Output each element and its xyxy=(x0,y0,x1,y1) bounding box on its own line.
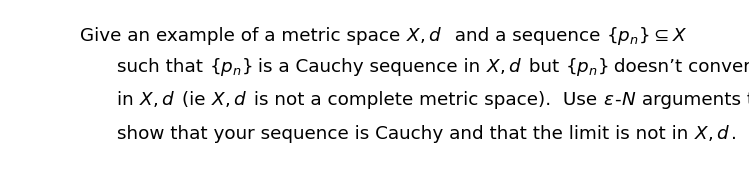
Text: doesn’t converge: doesn’t converge xyxy=(608,58,749,76)
Text: and a sequence: and a sequence xyxy=(443,27,606,45)
Text: is not a complete metric space).  Use: is not a complete metric space). Use xyxy=(248,91,603,109)
Text: arguments to: arguments to xyxy=(636,91,749,109)
Text: $\{p_n\} \subseteq X$: $\{p_n\} \subseteq X$ xyxy=(606,25,688,47)
Text: show that your sequence is Cauchy and that the limit is not in: show that your sequence is Cauchy and th… xyxy=(117,125,694,143)
Text: in: in xyxy=(117,91,139,109)
Text: $\epsilon$: $\epsilon$ xyxy=(603,91,614,109)
Text: -: - xyxy=(614,91,621,109)
Text: $\{p_n\}$: $\{p_n\}$ xyxy=(209,56,252,78)
Text: $X, d$: $X, d$ xyxy=(211,89,248,109)
Text: such that: such that xyxy=(117,58,209,76)
Text: $X, d$: $X, d$ xyxy=(486,56,523,76)
Text: $X, d$: $X, d$ xyxy=(694,123,731,143)
Text: is a Cauchy sequence in: is a Cauchy sequence in xyxy=(252,58,486,76)
Text: Give an example of a metric space: Give an example of a metric space xyxy=(80,27,407,45)
Text: $N$: $N$ xyxy=(621,91,636,109)
Text: .: . xyxy=(731,125,736,143)
Text: (ie: (ie xyxy=(176,91,211,109)
Text: $X, d$: $X, d$ xyxy=(139,89,176,109)
Text: but: but xyxy=(523,58,565,76)
Text: $X, d$: $X, d$ xyxy=(407,25,443,45)
Text: $\{p_n\}$: $\{p_n\}$ xyxy=(565,56,608,78)
